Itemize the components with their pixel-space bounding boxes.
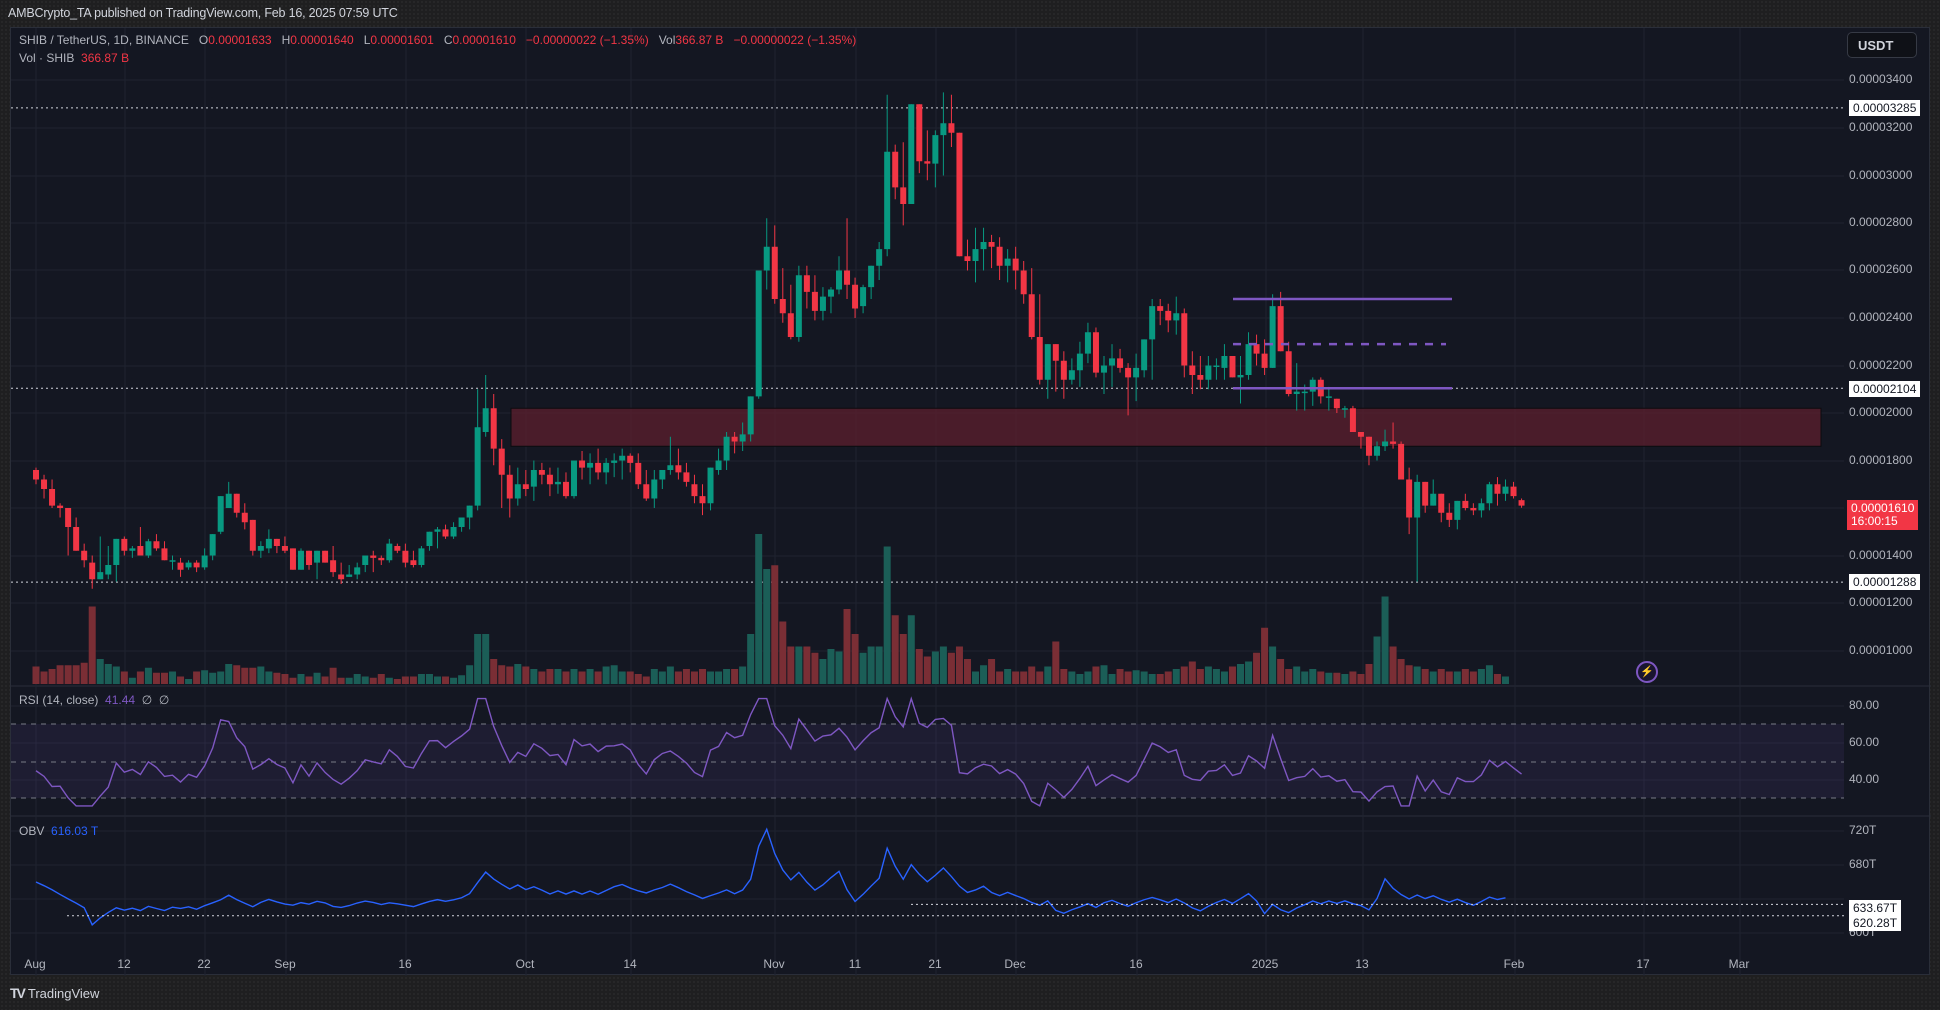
price-tick: 0.00002000 bbox=[1849, 405, 1913, 419]
price-level-tag: 0.00003285 bbox=[1849, 100, 1921, 116]
time-tick: 16 bbox=[398, 957, 412, 971]
tv-logo-icon: TV bbox=[10, 985, 26, 1001]
volume-legend: Vol · SHIB 366.87 B bbox=[19, 51, 130, 65]
time-tick: 13 bbox=[1355, 957, 1369, 971]
time-tick: Nov bbox=[763, 957, 785, 971]
volume-change: −0.00000022 (−1.35%) bbox=[733, 33, 857, 47]
symbol-legend: SHIB / TetherUS, 1D, BINANCE O0.00001633… bbox=[19, 33, 857, 47]
rsi-tick: 60.00 bbox=[1849, 735, 1880, 749]
tradingview-logo: TV TradingView bbox=[10, 985, 100, 1001]
price-tick: 0.00001800 bbox=[1849, 453, 1913, 467]
price-tick: 0.00002400 bbox=[1849, 310, 1913, 324]
currency-button[interactable]: USDT bbox=[1847, 32, 1917, 58]
price-tick: 0.00001200 bbox=[1849, 595, 1913, 609]
price-tick: 0.00002600 bbox=[1849, 262, 1913, 276]
time-tick: 17 bbox=[1636, 957, 1650, 971]
time-tick: 21 bbox=[928, 957, 942, 971]
obv-level-tag: 633.67T bbox=[1849, 900, 1902, 916]
time-tick: Mar bbox=[1728, 957, 1750, 971]
rsi-tick: 80.00 bbox=[1849, 698, 1880, 712]
price-chart-canvas[interactable] bbox=[11, 28, 1931, 976]
time-tick: Sep bbox=[274, 957, 296, 971]
price-level-tag: 0.00002104 bbox=[1849, 381, 1921, 397]
price-level-tag: 0.00001288 bbox=[1849, 574, 1921, 590]
symbol-name: SHIB / TetherUS, 1D, BINANCE bbox=[19, 33, 189, 47]
obv-tick: 680T bbox=[1849, 857, 1877, 871]
obv-value: 616.03 T bbox=[51, 824, 99, 838]
obv-level-tag: 620.28T bbox=[1849, 915, 1902, 931]
published-by-line: AMBCrypto_TA published on TradingView.co… bbox=[8, 6, 398, 20]
volume-value: 366.87 B bbox=[675, 33, 724, 47]
change-value: −0.00000022 (−1.35%) bbox=[525, 33, 649, 47]
time-tick: 22 bbox=[197, 957, 211, 971]
price-tick: 0.00003200 bbox=[1849, 120, 1913, 134]
time-tick: 11 bbox=[848, 957, 862, 971]
price-tick: 0.00003000 bbox=[1849, 168, 1913, 182]
time-tick: Aug bbox=[24, 957, 46, 971]
close-value: 0.00001610 bbox=[452, 33, 516, 47]
lightning-icon[interactable]: ⚡ bbox=[1636, 661, 1658, 683]
time-tick: 14 bbox=[623, 957, 637, 971]
high-value: 0.00001640 bbox=[290, 33, 354, 47]
rsi-legend: RSI (14, close) 41.44 ∅ ∅ bbox=[19, 693, 170, 707]
time-tick: 2025 bbox=[1251, 957, 1279, 971]
price-tick: 0.00001000 bbox=[1849, 643, 1913, 657]
obv-tick: 720T bbox=[1849, 823, 1877, 837]
open-value: 0.00001633 bbox=[208, 33, 272, 47]
rsi-tick: 40.00 bbox=[1849, 772, 1880, 786]
obv-legend: OBV 616.03 T bbox=[19, 824, 99, 838]
bar-countdown: 16:00:15 bbox=[1851, 514, 1898, 528]
price-tick: 0.00002800 bbox=[1849, 215, 1913, 229]
time-tick: Feb bbox=[1503, 957, 1525, 971]
current-price-tag: 0.00001610 16:00:15 bbox=[1847, 500, 1919, 530]
time-tick: 16 bbox=[1129, 957, 1143, 971]
price-tick: 0.00003400 bbox=[1849, 72, 1913, 86]
rsi-value: 41.44 bbox=[105, 693, 136, 707]
price-tick: 0.00001400 bbox=[1849, 548, 1913, 562]
low-value: 0.00001601 bbox=[370, 33, 434, 47]
chart-container[interactable]: SHIB / TetherUS, 1D, BINANCE O0.00001633… bbox=[10, 27, 1931, 976]
time-tick: Oct bbox=[515, 957, 535, 971]
time-tick: 12 bbox=[117, 957, 131, 971]
price-tick: 0.00002200 bbox=[1849, 358, 1913, 372]
time-tick: Dec bbox=[1004, 957, 1026, 971]
